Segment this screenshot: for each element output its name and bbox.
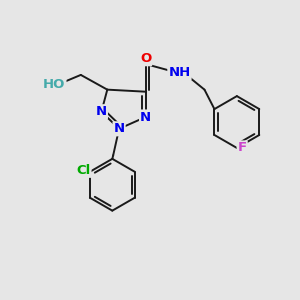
Text: N: N — [140, 110, 151, 124]
Text: Cl: Cl — [76, 164, 91, 177]
Text: N: N — [96, 105, 107, 118]
Text: NH: NH — [168, 66, 190, 80]
Text: O: O — [140, 52, 151, 65]
Text: N: N — [113, 122, 124, 135]
Text: F: F — [238, 141, 247, 154]
Text: HO: HO — [43, 78, 65, 91]
